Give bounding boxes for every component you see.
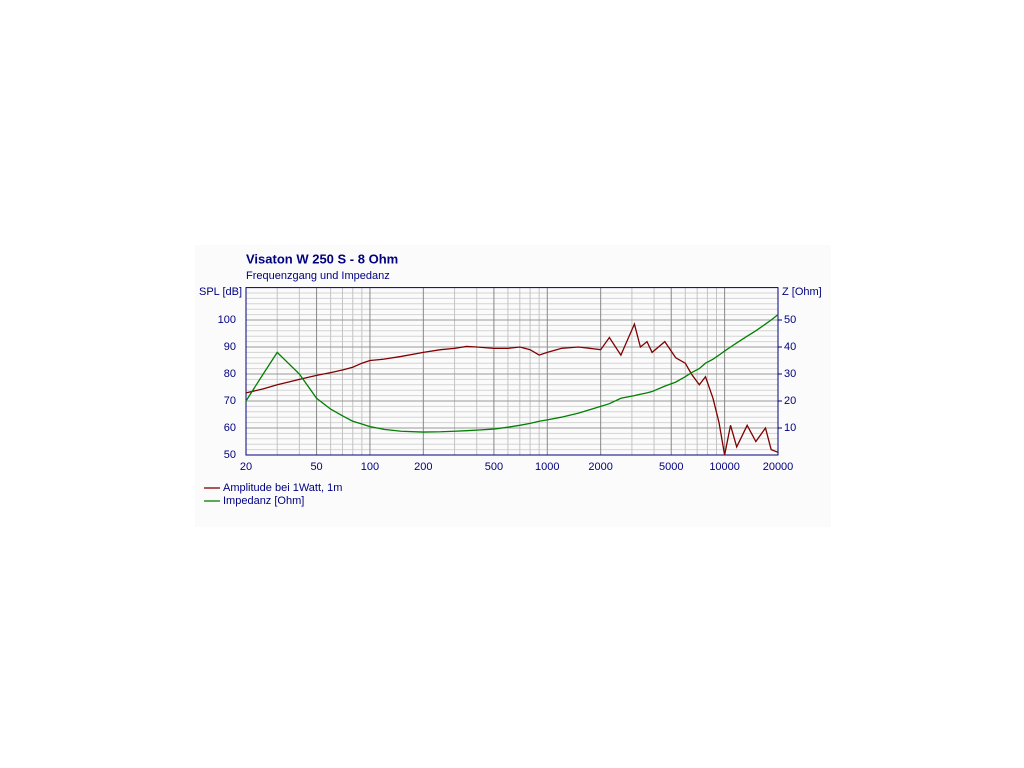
y-tick-label: 80 — [224, 368, 236, 380]
y-tick-label: 100 — [218, 314, 236, 326]
legend-label: Amplitude bei 1Watt, 1m — [223, 482, 342, 494]
y2-tick-label: 30 — [784, 368, 796, 380]
x-tick-label: 500 — [485, 461, 503, 473]
y2-tick-label: 50 — [784, 314, 796, 326]
y2-axis-label: Z [Ohm] — [782, 286, 822, 298]
y-tick-label: 50 — [224, 449, 236, 461]
series-line — [245, 314, 779, 433]
x-tick-label: 5000 — [659, 461, 683, 473]
y-tick-label: 70 — [224, 395, 236, 407]
x-tick-label: 200 — [414, 461, 432, 473]
x-tick-label: 10000 — [709, 461, 740, 473]
x-tick-label: 2000 — [588, 461, 612, 473]
y-tick-label: 60 — [224, 422, 236, 434]
y-tick-label: 90 — [224, 341, 236, 353]
legend-label: Impedanz [Ohm] — [223, 495, 304, 507]
plot-frame — [245, 287, 779, 456]
chart-title: Visaton W 250 S - 8 Ohm — [246, 251, 398, 266]
chart-subtitle: Frequenzgang und Impedanz — [246, 270, 390, 282]
y2-tick-label: 20 — [784, 395, 796, 407]
x-tick-label: 20 — [240, 461, 252, 473]
y-axis-label: SPL [dB] — [199, 286, 242, 298]
y2-tick-label: 10 — [784, 422, 796, 434]
x-tick-label: 50 — [310, 461, 322, 473]
x-tick-label: 1000 — [535, 461, 559, 473]
x-tick-label: 20000 — [763, 461, 794, 473]
y2-tick-label: 40 — [784, 341, 796, 353]
series-line — [245, 322, 779, 456]
x-tick-label: 100 — [361, 461, 379, 473]
